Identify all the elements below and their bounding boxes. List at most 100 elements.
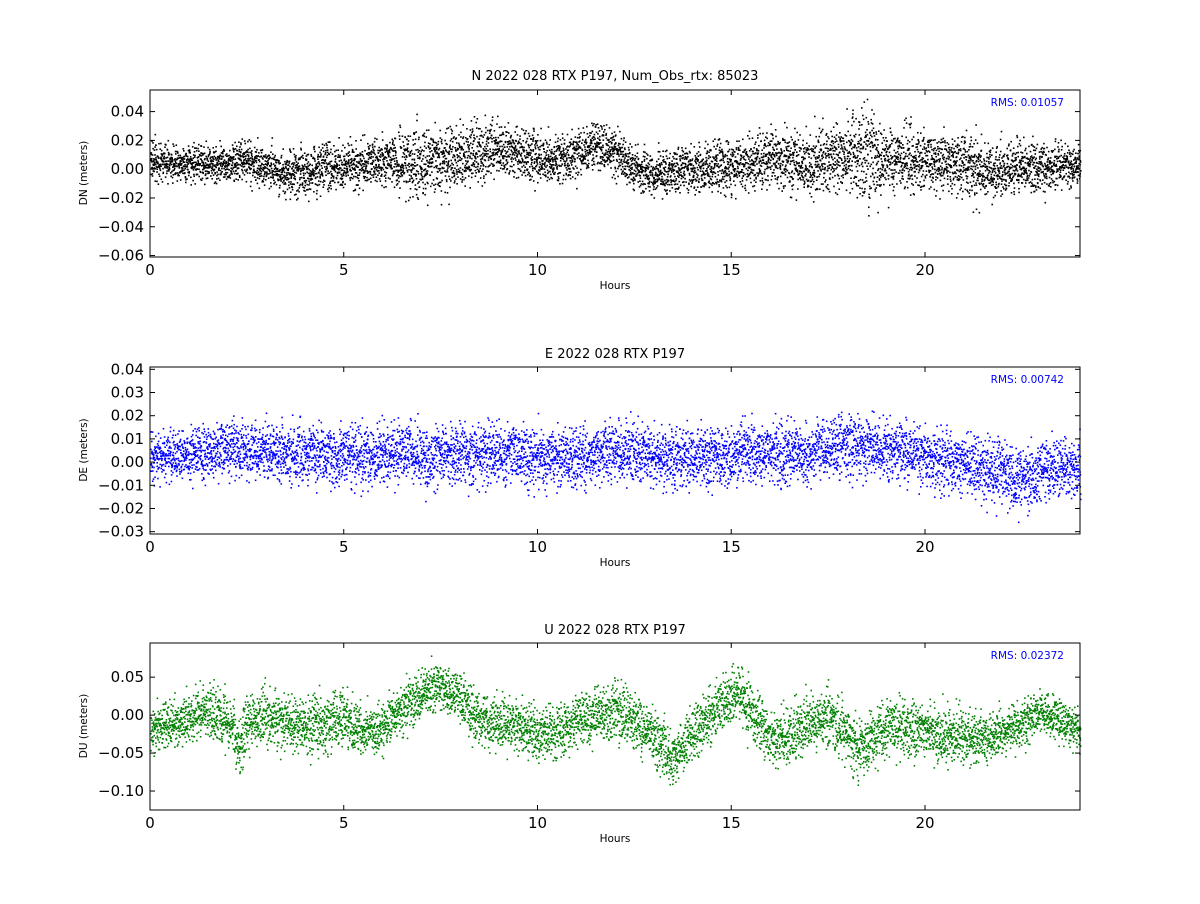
panel-dn-point [468,175,470,177]
panel-dn-point [309,173,311,175]
panel-dn-point [545,141,548,144]
panel-dn-point [153,161,156,164]
panel-dn-point [243,159,245,161]
panel-dn-point [630,173,632,176]
panel-dn-point [651,159,654,161]
panel-dn-point [270,163,273,166]
panel-dn-point [321,174,324,176]
panel-dn-point [662,156,664,158]
panel-dn-point [693,146,696,148]
panel-dn-point [306,153,309,156]
panel-dn-point [512,152,515,154]
panel-dn-point [435,166,438,169]
panel-dn-point [276,170,279,172]
panel-dn-point [658,171,660,173]
panel-dn-point [555,157,558,159]
panel-dn-point [586,125,588,128]
panel-dn-point [435,146,437,149]
panel-dn-point [536,158,539,161]
panel-dn-point [526,137,529,140]
panel-dn-point [546,179,549,182]
panel-dn-point [799,150,801,152]
panel-dn-point [528,146,531,149]
panel-dn-point [585,153,587,155]
panel-dn-point [797,139,800,141]
panel-dn-point [483,154,486,156]
panel-dn-point [519,138,521,140]
panel-dn-point [381,155,384,157]
panel-dn-point [734,156,737,158]
panel-dn-point [708,155,710,157]
panel-dn-point [448,175,450,178]
panel-dn-point [723,161,725,164]
panel-dn-point [380,175,383,177]
panel-dn-point [499,145,501,148]
panel-dn-point [796,131,798,134]
panel-dn-point [565,167,568,169]
panel-dn-point [614,177,616,180]
panel-dn-point [545,166,547,168]
panel-dn-point [681,175,684,177]
panel-dn-point [217,159,219,161]
panel-dn-point [215,164,218,166]
panel-dn-point [765,155,768,157]
panel-dn-point [239,158,242,161]
panel-dn-point [419,152,422,155]
panel-dn-point [666,181,669,183]
panel-dn-point [418,157,421,160]
panel-dn-point [415,173,417,176]
panel-dn-point [552,160,554,163]
panel-dn-point [602,159,605,162]
panel-dn-point [805,169,808,172]
panel-dn-point [676,183,679,185]
panel-dn-point [585,141,588,144]
panel-dn-point [324,159,327,161]
panel-dn-point [493,178,495,181]
panel-dn-point [224,162,226,164]
panel-dn-point [664,179,666,182]
panel-dn-point [161,155,164,157]
panel-dn-point [340,163,343,166]
panel-dn-point [779,164,781,167]
panel-dn-point [402,171,404,173]
panel-dn-point [246,172,249,174]
panel-dn-point [734,168,737,170]
panel-dn-point [577,171,580,174]
panel-dn-point [242,172,244,174]
panel-dn-point [271,157,273,160]
panel-dn-point [168,168,171,170]
panel-dn-point [489,155,492,157]
panel-dn-point [526,151,528,154]
panel-dn-point [301,169,303,171]
panel-dn-point [710,178,713,181]
panel-dn-point [383,164,386,167]
panel-dn-point [770,123,772,126]
panel-dn-point [611,146,613,148]
panel-dn-point [593,160,595,163]
panel-dn-point [429,147,432,149]
panel-dn-point [685,165,687,168]
panel-dn-point [303,168,306,170]
panel-dn-point [730,158,732,161]
panel-dn-point [316,162,319,165]
panel-dn-point [629,169,632,172]
panel-dn-point [159,163,162,166]
panel-dn-point [364,179,367,182]
panel-dn-point [682,176,685,179]
panel-dn-point [166,156,169,159]
panel-dn-point [707,143,709,146]
panel-dn-point [742,156,744,159]
panel-dn-point [765,179,768,181]
panel-dn-point [400,146,403,149]
panel-dn-point [420,166,423,169]
panel-dn-point [755,148,758,150]
panel-dn-point [235,169,237,172]
panel-dn-point [297,158,300,161]
panel-dn-point [775,152,778,155]
panel-dn-point [318,163,321,166]
panel-dn-point [701,170,704,172]
panel-dn-point [463,170,466,173]
panel-dn-point [772,152,774,154]
panel-dn-point [293,171,296,174]
panel-dn-point [321,162,323,164]
